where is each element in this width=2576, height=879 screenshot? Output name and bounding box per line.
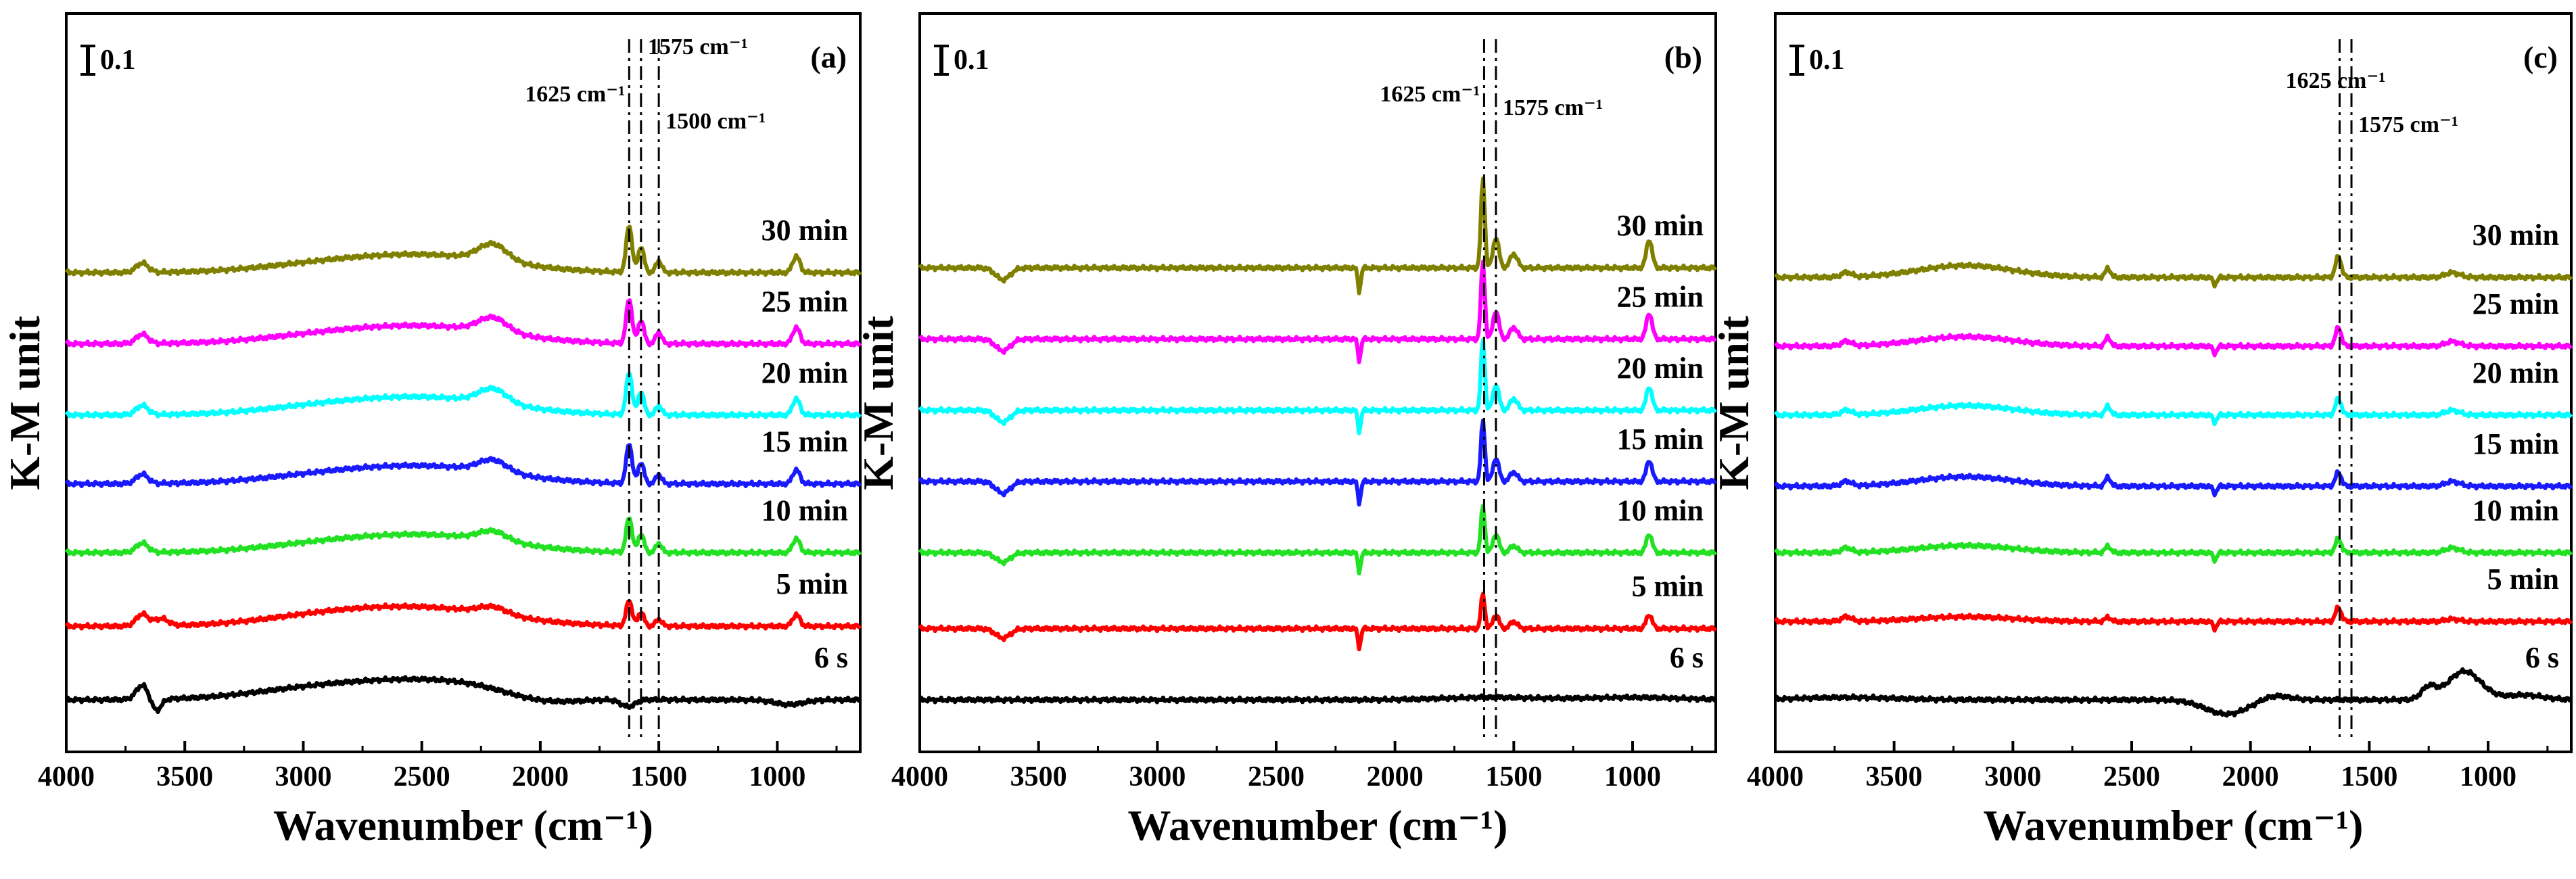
x-tick-label: 2500 bbox=[1248, 761, 1305, 792]
series-label: 20 min bbox=[2473, 356, 2559, 389]
x-tick-label: 1500 bbox=[2341, 761, 2397, 792]
peak-label: 1625 cm⁻¹ bbox=[2285, 68, 2385, 93]
series-label: 15 min bbox=[1617, 423, 1704, 456]
x-tick-label: 2500 bbox=[394, 761, 450, 792]
y-axis-label: K-M unit bbox=[1710, 315, 1758, 490]
y-axis-label: K-M unit bbox=[1, 315, 49, 490]
panel-label: (c) bbox=[2523, 40, 2558, 74]
series-line-20-min bbox=[1773, 396, 2573, 427]
y-axis-label: K-M unit bbox=[854, 315, 902, 490]
x-axis-label: Wavenumber (cm⁻¹) bbox=[273, 801, 653, 849]
series-label: 6 s bbox=[814, 641, 848, 674]
series-label: 25 min bbox=[762, 285, 848, 318]
series-label: 15 min bbox=[2473, 427, 2559, 460]
peak-label: 1575 cm⁻¹ bbox=[2358, 112, 2458, 137]
x-tick-label: 3500 bbox=[1010, 761, 1067, 792]
x-tick-label: 1000 bbox=[1604, 761, 1661, 792]
x-tick-label: 1000 bbox=[2460, 761, 2516, 792]
series-label: 15 min bbox=[762, 425, 848, 458]
series-line-10-min bbox=[1773, 536, 2573, 564]
series-line-6-s bbox=[1773, 667, 2573, 718]
series-label: 20 min bbox=[762, 356, 848, 389]
series-line-15-min bbox=[1773, 469, 2573, 498]
series-label: 30 min bbox=[2473, 218, 2559, 252]
series-label: 10 min bbox=[2473, 494, 2559, 527]
x-tick-label: 3500 bbox=[1866, 761, 1923, 792]
series-label: 30 min bbox=[1617, 209, 1704, 242]
peak-label: 1575 cm⁻¹ bbox=[1503, 95, 1603, 120]
x-tick-label: 1000 bbox=[749, 761, 805, 792]
series-line-6-s bbox=[64, 675, 862, 715]
series-line-20-min bbox=[64, 371, 862, 420]
panel-label: (a) bbox=[810, 40, 847, 74]
x-tick-label: 2000 bbox=[2222, 761, 2279, 792]
series-line-15-min bbox=[64, 443, 862, 488]
x-tick-label: 3000 bbox=[275, 761, 331, 792]
series-line-5-min bbox=[1773, 604, 2573, 633]
series-line-5-min bbox=[64, 599, 862, 631]
peak-label: 1625 cm⁻¹ bbox=[1380, 82, 1480, 107]
series-label: 10 min bbox=[762, 494, 848, 527]
series-label: 20 min bbox=[1617, 352, 1704, 385]
x-tick-label: 2000 bbox=[1367, 761, 1424, 792]
scale-bar-label: 0.1 bbox=[954, 45, 989, 76]
plot-frame bbox=[918, 12, 1717, 753]
plot-frame bbox=[1774, 12, 2573, 753]
series-line-20-min bbox=[918, 337, 1718, 435]
panel-label: (b) bbox=[1664, 40, 1702, 74]
chart-panel-2: 4000 3500 3000 2500 2000 1500 1000 Wavenumber (… bbox=[854, 12, 1718, 849]
x-tick-label: 1500 bbox=[630, 761, 687, 792]
series-line-10-min bbox=[64, 516, 862, 557]
series-line-25-min bbox=[64, 298, 862, 348]
series-label: 10 min bbox=[1617, 494, 1704, 527]
series-label: 25 min bbox=[2473, 287, 2559, 320]
x-axis-label: Wavenumber (cm⁻¹) bbox=[1984, 801, 2364, 849]
series-line-25-min bbox=[1773, 325, 2573, 358]
series-label: 5 min bbox=[1632, 570, 1704, 603]
x-tick-label: 4000 bbox=[38, 761, 95, 792]
series-label: 5 min bbox=[2487, 563, 2559, 596]
x-tick-label: 2500 bbox=[2103, 761, 2160, 792]
series-line-25-min bbox=[918, 259, 1718, 364]
peak-label: 1625 cm⁻¹ bbox=[525, 82, 625, 107]
chart-panel-1: 4000 3500 3000 2500 2000 1500 1000 Wavenumber (… bbox=[1, 12, 862, 849]
scale-bar-label: 0.1 bbox=[100, 45, 136, 76]
series-line-6-s bbox=[918, 693, 1718, 705]
series-label: 25 min bbox=[1617, 280, 1704, 313]
series-line-30-min bbox=[918, 176, 1718, 295]
x-tick-label: 2000 bbox=[512, 761, 569, 792]
x-tick-label: 3000 bbox=[1129, 761, 1186, 792]
series-label: 5 min bbox=[776, 567, 848, 600]
peak-label: 1575 cm⁻¹ bbox=[648, 34, 748, 60]
peak-label: 1500 cm⁻¹ bbox=[665, 109, 766, 134]
series-line-15-min bbox=[918, 418, 1718, 507]
x-axis-label: Wavenumber (cm⁻¹) bbox=[1128, 801, 1508, 849]
series-label: 30 min bbox=[762, 214, 848, 247]
plot-frame bbox=[65, 12, 862, 753]
x-tick-label: 1500 bbox=[1485, 761, 1542, 792]
series-label: 6 s bbox=[2525, 641, 2559, 674]
series-line-5-min bbox=[918, 592, 1718, 652]
series-line-10-min bbox=[918, 504, 1718, 575]
x-tick-label: 4000 bbox=[891, 761, 948, 792]
series-line-30-min bbox=[1773, 254, 2573, 289]
chart-panel-3: 4000 3500 3000 2500 2000 1500 1000 Wavenumber (… bbox=[1710, 12, 2573, 849]
x-tick-label: 3500 bbox=[156, 761, 213, 792]
x-tick-label: 4000 bbox=[1747, 761, 1804, 792]
series-label: 6 s bbox=[1670, 641, 1704, 674]
scale-bar-label: 0.1 bbox=[1809, 45, 1845, 76]
x-tick-label: 3000 bbox=[1984, 761, 2041, 792]
series-line-30-min bbox=[64, 224, 862, 277]
